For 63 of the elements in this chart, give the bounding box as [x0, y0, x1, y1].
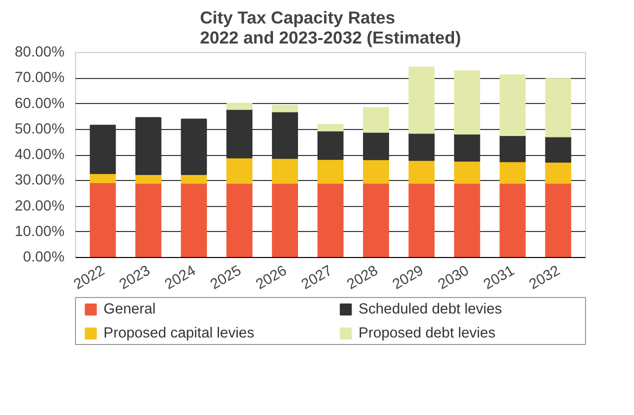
bar: [272, 104, 298, 112]
x-tick-label: 2025: [208, 262, 244, 294]
bar: [226, 102, 252, 110]
bar: [500, 74, 526, 136]
y-tick-label: 0.00%: [22, 250, 65, 266]
x-tick-label: 2031: [481, 262, 518, 294]
y-tick-label: 60.00%: [14, 96, 65, 112]
x-tick-label: 2030: [436, 262, 472, 294]
legend-label: Scheduled debt levies: [358, 302, 502, 318]
x-tick-label: 2029: [390, 262, 426, 294]
bar: [226, 157, 252, 184]
y-tick-label: 80.00%: [14, 44, 65, 60]
bar: [408, 160, 435, 184]
bar: [272, 182, 298, 258]
bar: [135, 117, 162, 175]
bar: [226, 182, 252, 258]
bar: [226, 108, 252, 158]
bar: [317, 158, 344, 184]
bar: [317, 124, 344, 132]
bar: [317, 182, 344, 258]
bar: [454, 70, 480, 134]
bar: [408, 66, 435, 134]
bar: [135, 182, 162, 258]
bar: [500, 182, 526, 258]
bar: [545, 136, 572, 163]
y-tick-label: 70.00%: [14, 70, 65, 86]
bar: [363, 159, 390, 184]
y-tick-label: 50.00%: [14, 121, 65, 138]
bar: [500, 135, 526, 162]
x-tick-label: 2028: [344, 262, 381, 294]
bar: [545, 78, 572, 138]
bar: [90, 124, 116, 174]
x-tick-label: 2022: [71, 262, 108, 294]
chart-title: City Tax Capacity Rates 2022 and 2023-2032 (Estimated): [200, 8, 462, 48]
x-tick-label: 2024: [162, 262, 199, 294]
legend-label: Proposed capital levies: [104, 326, 254, 342]
x-tick-label: 2026: [253, 262, 290, 294]
x-tick-label: 2023: [116, 262, 154, 294]
bar: [272, 158, 298, 184]
legend-label: General: [104, 302, 156, 318]
bar: [363, 107, 390, 133]
bar: [363, 182, 390, 258]
bar: [408, 182, 435, 258]
y-tick-label: 30.00%: [14, 172, 65, 189]
bar: [317, 130, 344, 160]
legend-label: Proposed debt levies: [358, 326, 496, 342]
bar: [545, 162, 572, 184]
bar: [545, 182, 572, 258]
bar: [180, 118, 207, 175]
bar: [272, 111, 298, 159]
bar: [180, 182, 207, 258]
bar: [454, 160, 480, 184]
bar: [500, 161, 526, 184]
bar: [408, 132, 435, 161]
bar: [454, 133, 480, 162]
x-tick-label: 2032: [526, 262, 563, 294]
x-tick-label: 2027: [299, 262, 336, 294]
y-tick-label: 20.00%: [14, 198, 65, 214]
y-tick-label: 40.00%: [14, 147, 65, 163]
y-tick-label: 10.00%: [14, 224, 65, 240]
bar: [90, 182, 116, 258]
bar: [363, 132, 390, 160]
bar: [454, 182, 480, 258]
